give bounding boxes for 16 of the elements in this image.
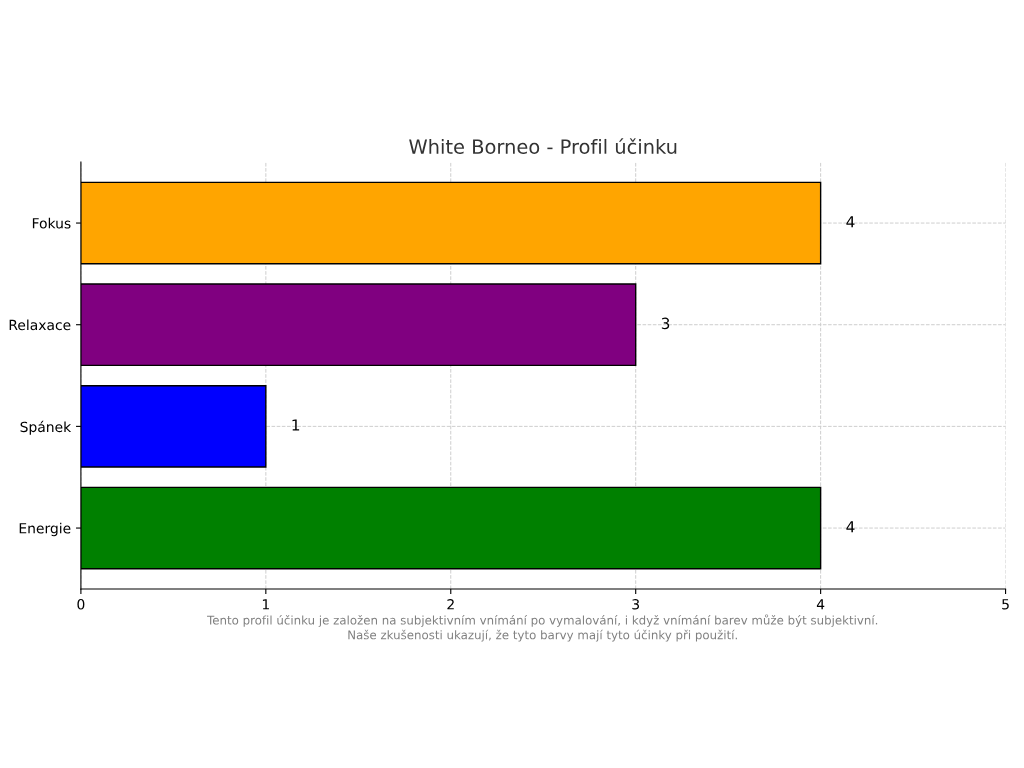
x-tick-label: 3 xyxy=(632,599,639,610)
text: Tento profil účinku je založen na subjektivním vnímání po vymalování, i když vnímání barev může být subjektivní. Naše zkušenosti ukazují, že tyto barvy mají tyto účinky při použití. xyxy=(207,614,878,642)
data-label: 3 xyxy=(661,317,670,330)
y-tick-label: Relaxace xyxy=(9,319,71,331)
x-tick-label: 1 xyxy=(262,599,269,610)
x-tick-label: 0 xyxy=(77,599,85,610)
y-tick-label: Spánek xyxy=(20,420,72,435)
y-tick-label: Fokus xyxy=(32,217,71,229)
x-tick-label: 5 xyxy=(1002,599,1009,610)
x-tick-label: 4 xyxy=(816,599,825,610)
chart-title: White Borneo - Profil účinku xyxy=(409,138,677,154)
data-label: 4 xyxy=(846,216,855,228)
data-label: 4 xyxy=(846,521,855,533)
x-tick-label: 2 xyxy=(447,599,454,610)
y-tick-label: Energie xyxy=(19,522,71,537)
data-label: 1 xyxy=(292,419,300,431)
